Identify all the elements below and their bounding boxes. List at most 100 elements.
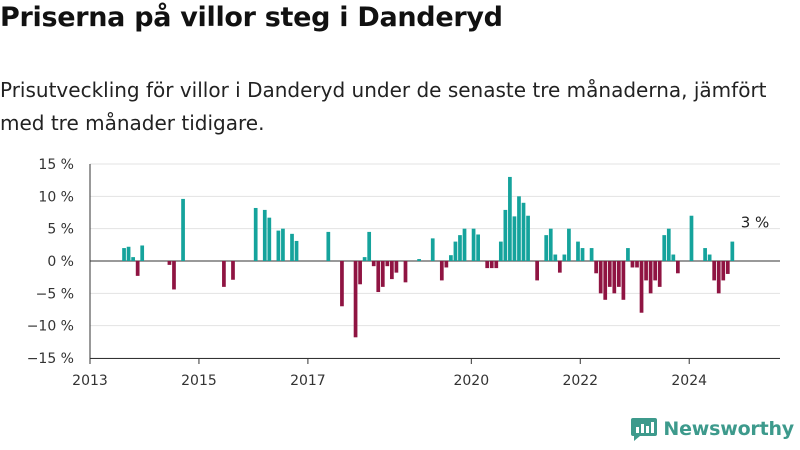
newsworthy-logo-icon (631, 418, 658, 441)
bar (626, 248, 630, 261)
bar (503, 209, 508, 261)
bar (140, 245, 145, 261)
bar (417, 259, 421, 261)
y-tick-label: 0 % (47, 254, 74, 270)
bar (630, 261, 635, 268)
bar (653, 261, 658, 281)
bar (676, 261, 680, 274)
bar (662, 235, 667, 261)
bar (689, 215, 694, 261)
bar (721, 261, 726, 281)
bars (122, 176, 735, 338)
bar (712, 261, 717, 281)
bar (222, 261, 226, 287)
bar (326, 231, 331, 261)
annotation-label: 3 % (741, 214, 770, 232)
bar (476, 234, 480, 261)
bar (367, 231, 372, 261)
bar (362, 257, 367, 261)
x-tick-label: 2020 (453, 373, 489, 389)
bar (703, 248, 707, 261)
bar (707, 254, 712, 261)
bar (517, 196, 521, 261)
bar (657, 261, 662, 287)
bar (453, 241, 458, 261)
bar (376, 261, 381, 293)
bar (548, 228, 553, 261)
x-tick-label: 2013 (72, 373, 108, 389)
bar (294, 240, 299, 261)
bar (557, 261, 562, 273)
bar (380, 261, 385, 287)
bar (621, 261, 626, 300)
bar (612, 261, 617, 294)
bar (122, 248, 126, 261)
bar (526, 215, 530, 261)
bar (172, 261, 176, 290)
bar (589, 248, 594, 261)
bar (262, 209, 267, 261)
x-tick-label: 2017 (290, 373, 326, 389)
bar (394, 261, 399, 273)
bar (449, 255, 453, 261)
bar (553, 254, 558, 261)
bar (403, 261, 408, 283)
bar (167, 261, 172, 265)
bar (430, 238, 435, 261)
bar (644, 261, 648, 281)
bar (181, 198, 185, 261)
bar (371, 261, 376, 267)
bar (648, 261, 653, 294)
brand-name: Newsworthy (663, 418, 794, 440)
bar (385, 261, 390, 267)
bar (580, 248, 585, 261)
y-axis-labels: 15 % 10 % 5 % 0 % −5 % −10 % −15 % (27, 157, 74, 367)
bar (716, 261, 721, 294)
bar (607, 261, 612, 287)
bar (135, 261, 140, 276)
chart-subtitle: Prisutveckling för villor i Danderyd und… (0, 78, 767, 135)
bar (253, 207, 258, 261)
bar (725, 261, 730, 274)
x-tick-label: 2015 (181, 373, 217, 389)
bar (462, 228, 467, 261)
x-tick-label: 2022 (562, 373, 598, 389)
y-tick-label: −5 % (36, 286, 74, 302)
bar (485, 261, 490, 269)
bar (471, 228, 476, 261)
bar (544, 235, 549, 261)
bar (603, 261, 608, 300)
bar (508, 176, 512, 261)
annotations: 3 % (741, 214, 770, 232)
x-tick-label: 2024 (671, 373, 707, 389)
bar (635, 261, 639, 268)
bar (276, 230, 281, 261)
x-axis: 2013 2015 2017 2020 2022 2024 (72, 164, 780, 389)
bar (458, 235, 462, 261)
bar (576, 241, 580, 261)
bar (562, 254, 567, 261)
bar (567, 228, 571, 261)
bar (353, 261, 358, 338)
bar (594, 261, 599, 274)
bar (498, 241, 503, 261)
bar (126, 246, 131, 261)
bar (535, 261, 539, 281)
bar (439, 261, 444, 281)
bar (666, 228, 671, 261)
bar (231, 261, 235, 280)
y-tick-label: 10 % (38, 189, 74, 205)
bar (512, 216, 517, 261)
bar (340, 261, 344, 307)
newsworthy-logo: Newsworthy (630, 416, 794, 442)
bar (390, 261, 394, 280)
bar (444, 261, 449, 268)
bar (730, 241, 735, 261)
bar (267, 217, 272, 261)
y-tick-label: 15 % (38, 157, 74, 173)
bar (358, 261, 362, 285)
bar (616, 261, 621, 287)
bar (131, 257, 135, 261)
y-tick-label: −10 % (27, 319, 74, 335)
